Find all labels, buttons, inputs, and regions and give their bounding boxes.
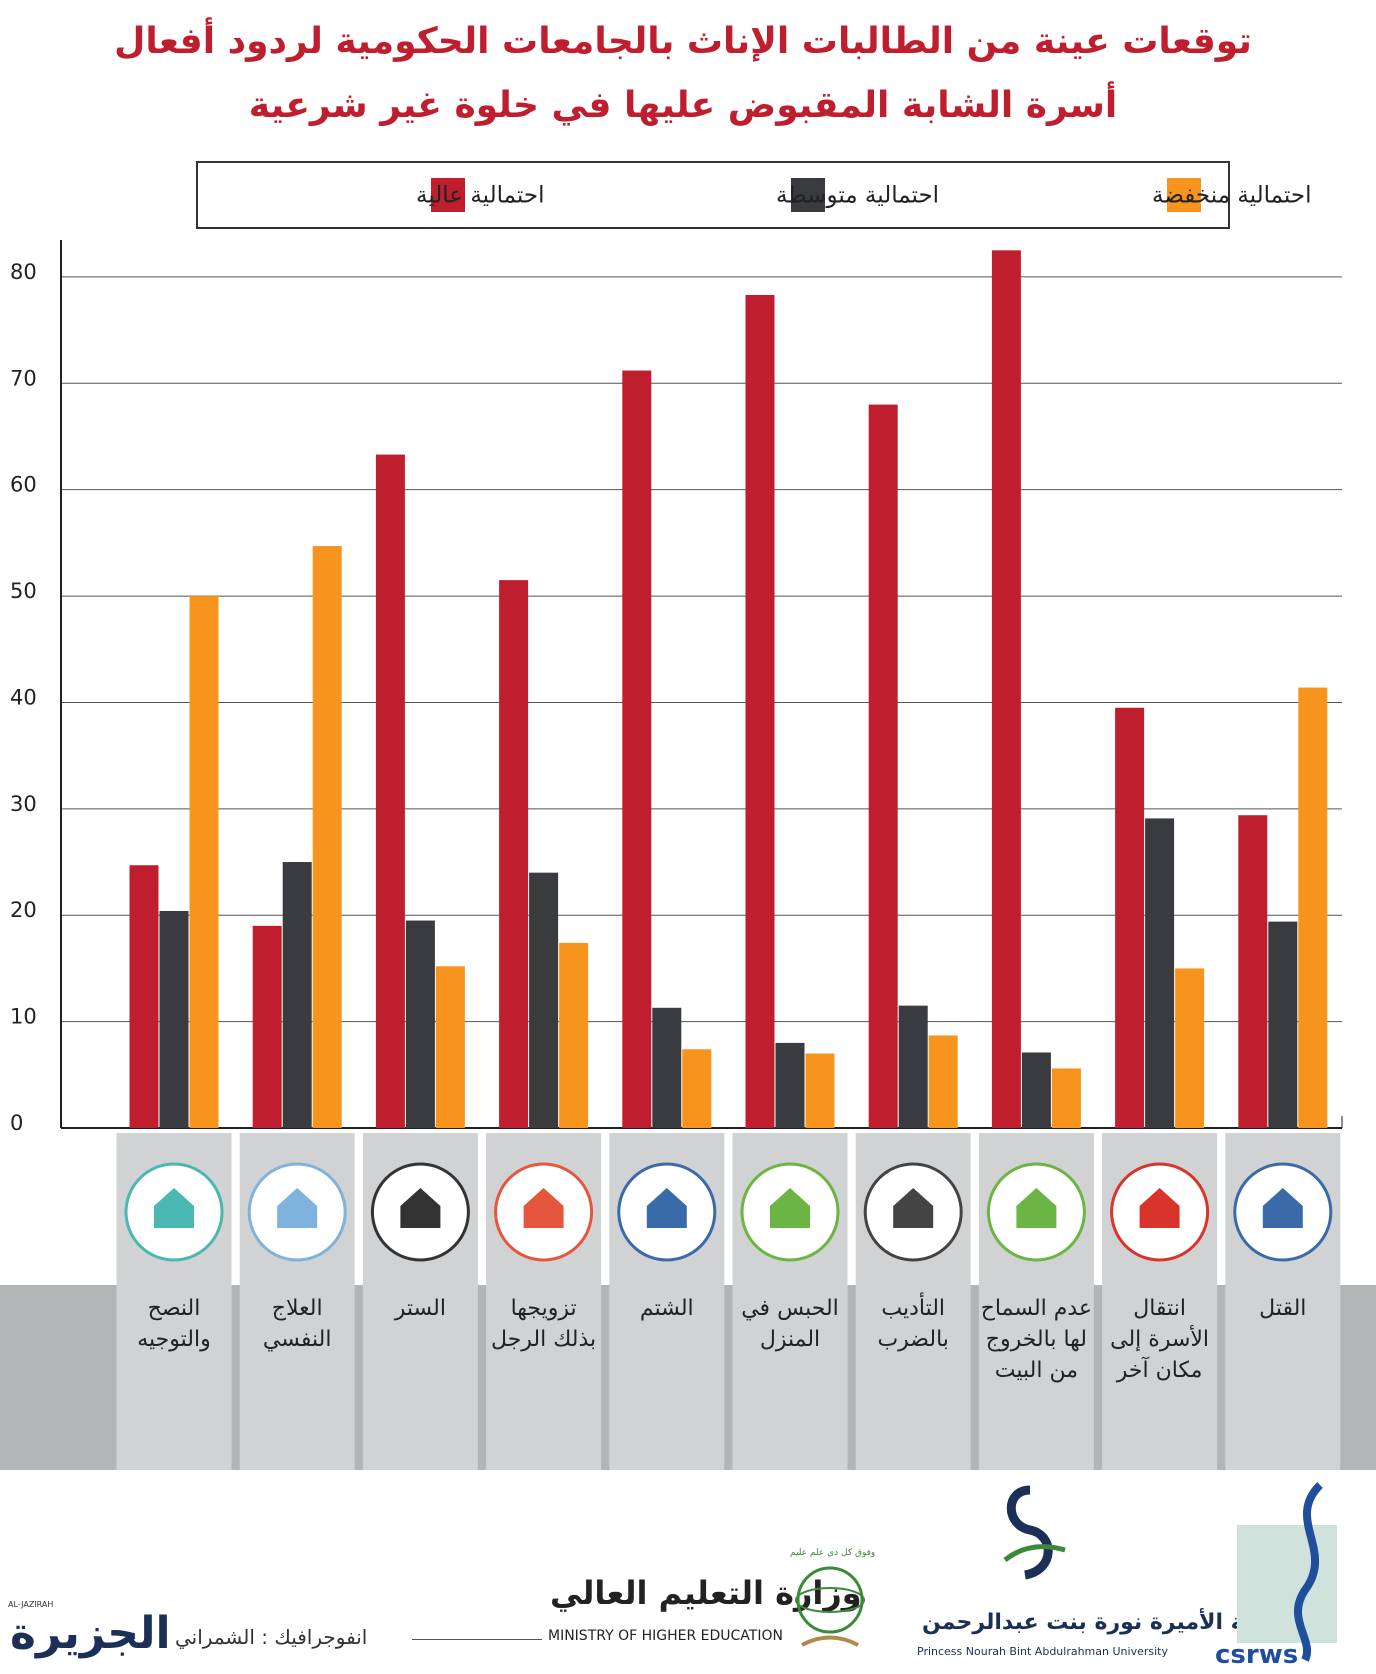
x-tick-label: الشتم <box>639 1296 694 1321</box>
chart-subtitle: أسرة الشابة المقبوض عليها في خلوة غير شر… <box>249 81 1117 126</box>
x-tick-label: الستر <box>394 1296 446 1321</box>
y-tick-label: 10 <box>10 1005 37 1029</box>
bar <box>1051 1068 1081 1128</box>
legend-swatch <box>791 178 825 212</box>
category-icon-glyph <box>523 1188 564 1228</box>
legend-swatch <box>431 178 465 212</box>
y-tick-label: 60 <box>10 473 37 497</box>
bar <box>991 250 1021 1128</box>
ministry-ar: وزارة التعليم العالي <box>550 1574 862 1612</box>
bar <box>529 872 559 1128</box>
category-icon-glyph <box>770 1188 810 1228</box>
bar <box>652 1007 682 1128</box>
bar <box>745 295 775 1128</box>
bar <box>1145 818 1175 1128</box>
legend-swatch <box>1167 178 1201 212</box>
bar <box>559 942 589 1128</box>
bar <box>189 596 219 1128</box>
center-emblem <box>1237 1482 1337 1662</box>
bar <box>405 920 435 1128</box>
x-tick-label: انتقال الأسرة إلى مكان آخر <box>1110 1296 1210 1383</box>
x-tick-label: الحبس في المنزل <box>741 1296 839 1352</box>
x-tick-label: تزويجها بذلك الرجل <box>491 1296 597 1352</box>
x-tick-label: عدم السماح لها بالخروج من البيت <box>980 1296 1093 1383</box>
x-tick-label: النصح والتوجيه <box>137 1296 211 1352</box>
bar <box>1268 921 1298 1128</box>
bar <box>375 454 405 1128</box>
y-tick-label: 50 <box>10 579 37 603</box>
x-tick-label: القتل <box>1259 1296 1307 1321</box>
bar <box>1021 1052 1051 1128</box>
bar <box>499 580 529 1128</box>
x-tick-label: العلاج النفسي <box>262 1296 332 1352</box>
y-tick-label: 0 <box>10 1111 23 1135</box>
bar <box>282 862 312 1128</box>
category-icon-glyph <box>154 1188 194 1228</box>
bar <box>435 966 465 1128</box>
bar <box>682 1049 712 1128</box>
category-icon-glyph <box>1016 1188 1057 1228</box>
bar <box>312 546 342 1128</box>
bar <box>1115 707 1145 1128</box>
ministry-emblem <box>795 1566 865 1647</box>
ministry-motto: وفوق كل ذي علم عليم <box>790 1548 876 1558</box>
university-emblem <box>1003 1485 1066 1580</box>
legend-box <box>196 161 1230 229</box>
center-name: csrws <box>1215 1640 1299 1670</box>
bar <box>159 910 189 1128</box>
ministry-en: MINISTRY OF HIGHER EDUCATION <box>548 1628 783 1644</box>
newspaper-logo: الجزيرة <box>10 1608 171 1659</box>
bar <box>868 404 898 1128</box>
y-tick-label: 30 <box>10 792 37 816</box>
category-icon-glyph <box>1139 1188 1180 1228</box>
bar <box>898 1005 928 1128</box>
category-icon-glyph <box>277 1188 318 1228</box>
credit: انفوجرافيك : الشمراني <box>175 1625 368 1649</box>
legend-label: احتمالية عالية <box>416 183 544 209</box>
category-icon-glyph <box>1262 1188 1303 1228</box>
category-icon-glyph <box>646 1188 687 1228</box>
legend-label: احتمالية متوسطة <box>776 183 939 209</box>
y-tick-label: 20 <box>10 898 37 922</box>
bar <box>805 1053 835 1128</box>
chart-title: توقعات عينة من الطالبات الإناث بالجامعات… <box>114 17 1252 62</box>
bar <box>1238 815 1268 1128</box>
university-en: Princess Nourah Bint Abdulrahman Univers… <box>917 1645 1168 1658</box>
divider <box>412 1639 542 1640</box>
category-icon-glyph <box>893 1188 934 1228</box>
bar <box>622 370 652 1129</box>
legend-label: احتمالية منخفضة <box>1152 183 1311 209</box>
bar <box>928 1035 958 1128</box>
category-icon-glyph <box>400 1188 441 1228</box>
y-tick-label: 70 <box>10 366 37 390</box>
y-tick-label: 80 <box>10 260 37 284</box>
x-tick-label: التأديب بالضرب <box>877 1296 949 1352</box>
newspaper-latin: AL-JAZIRAH <box>8 1600 54 1609</box>
bar <box>129 865 159 1128</box>
bar <box>1175 968 1205 1128</box>
bar <box>1298 687 1328 1128</box>
university-ar: جامعة الأميرة نورة بنت عبدالرحمن <box>922 1610 1295 1635</box>
y-tick-label: 40 <box>10 685 37 709</box>
bar <box>252 925 282 1128</box>
bar <box>775 1042 805 1128</box>
